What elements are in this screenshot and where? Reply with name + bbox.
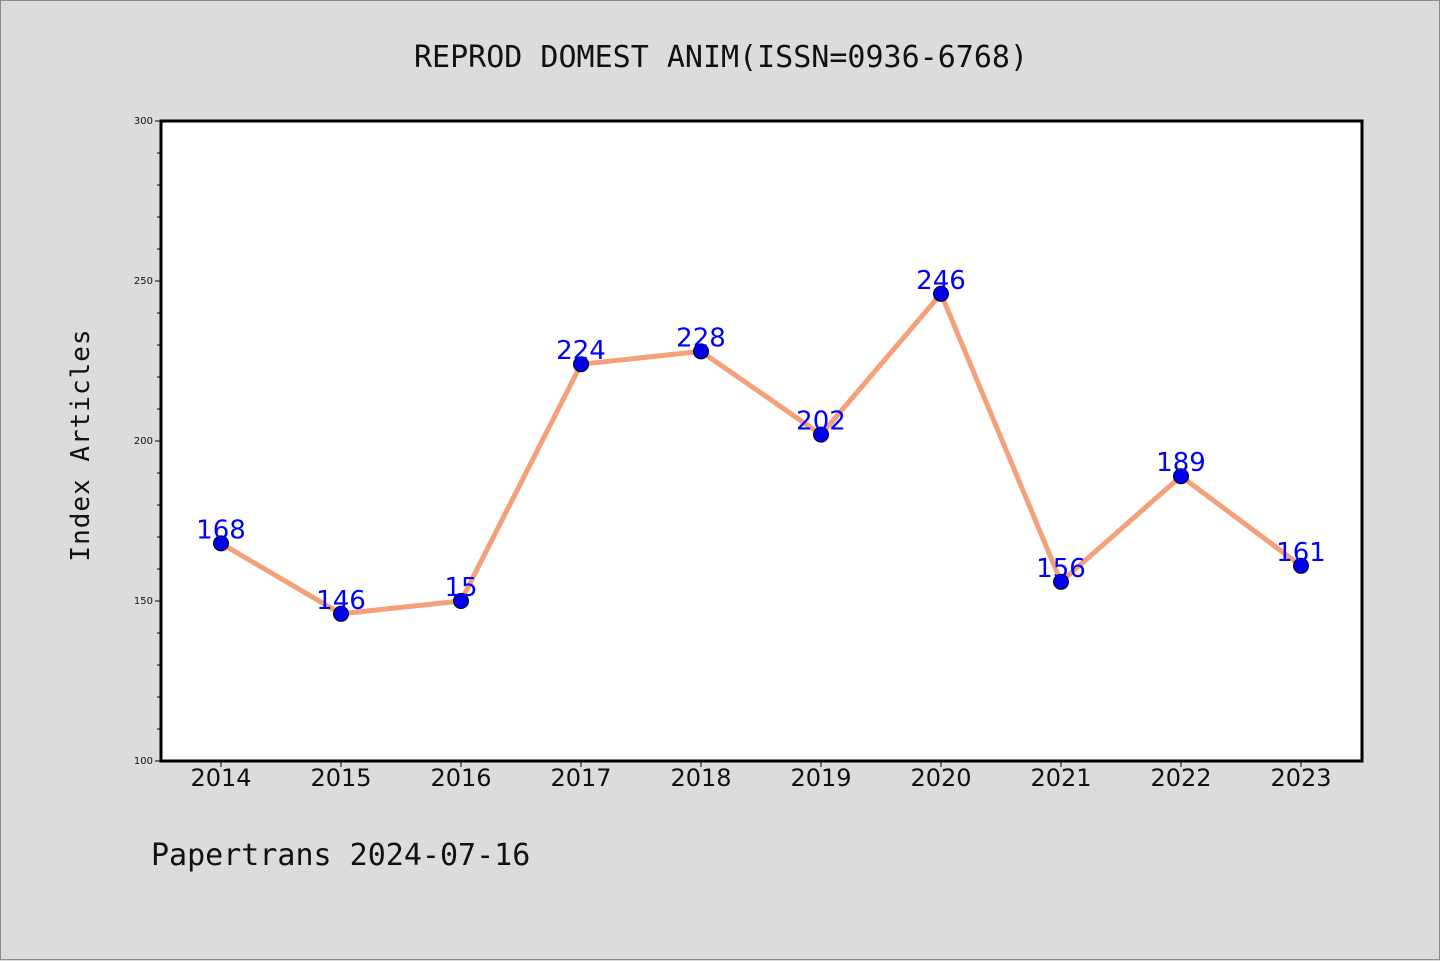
data-label: 224 — [556, 336, 606, 366]
y-tick-label: 300 — [134, 116, 153, 127]
y-axis-label: Index Articles — [66, 328, 96, 561]
data-label: 168 — [196, 515, 246, 545]
data-label: 189 — [1156, 448, 1206, 478]
data-label: 228 — [676, 323, 726, 353]
series-line — [219, 291, 1303, 617]
series-index-articles — [213, 285, 1309, 622]
plot-area — [159, 119, 1364, 763]
footer-text: Papertrans 2024-07-16 — [151, 838, 530, 873]
data-label: 15 — [444, 573, 477, 603]
y-tick-label: 150 — [134, 596, 153, 607]
x-tick-label: 2021 — [1030, 764, 1091, 792]
x-tick-label: 2023 — [1270, 764, 1331, 792]
data-labels: 168 146 15 224 228 202 246 156 189 161 — [196, 266, 1326, 616]
data-point — [1053, 573, 1069, 590]
x-tick-label: 2017 — [550, 764, 611, 792]
data-label: 202 — [796, 407, 846, 437]
data-point — [1293, 557, 1309, 574]
data-label: 156 — [1036, 554, 1086, 584]
data-point — [333, 605, 349, 622]
data-point — [213, 535, 229, 552]
data-label: 146 — [316, 586, 366, 616]
data-point — [813, 426, 829, 443]
x-tick-label: 2015 — [310, 764, 371, 792]
x-tick-label: 2020 — [910, 764, 971, 792]
data-point — [573, 356, 589, 373]
data-point — [693, 343, 709, 360]
y-axis: 100 150 200 250 300 — [134, 116, 161, 767]
x-tick-label: 2019 — [790, 764, 851, 792]
data-point — [1173, 468, 1189, 485]
data-label: 246 — [916, 266, 966, 296]
x-tick-label: 2018 — [670, 764, 731, 792]
data-label: 161 — [1276, 538, 1326, 568]
chart-title: REPROD DOMEST ANIM(ISSN=0936-6768) — [414, 40, 1028, 75]
data-point — [933, 285, 949, 302]
x-tick-label: 2016 — [430, 764, 491, 792]
x-tick-label: 2014 — [190, 764, 251, 792]
y-tick-label: 250 — [134, 276, 153, 287]
data-point — [453, 593, 469, 609]
y-tick-label: 100 — [134, 756, 153, 767]
y-tick-label: 200 — [134, 436, 153, 447]
x-axis: 2014 2015 2016 2017 2018 2019 2020 2021 2022 2023 — [190, 761, 1332, 792]
x-tick-label: 2022 — [1150, 764, 1211, 792]
